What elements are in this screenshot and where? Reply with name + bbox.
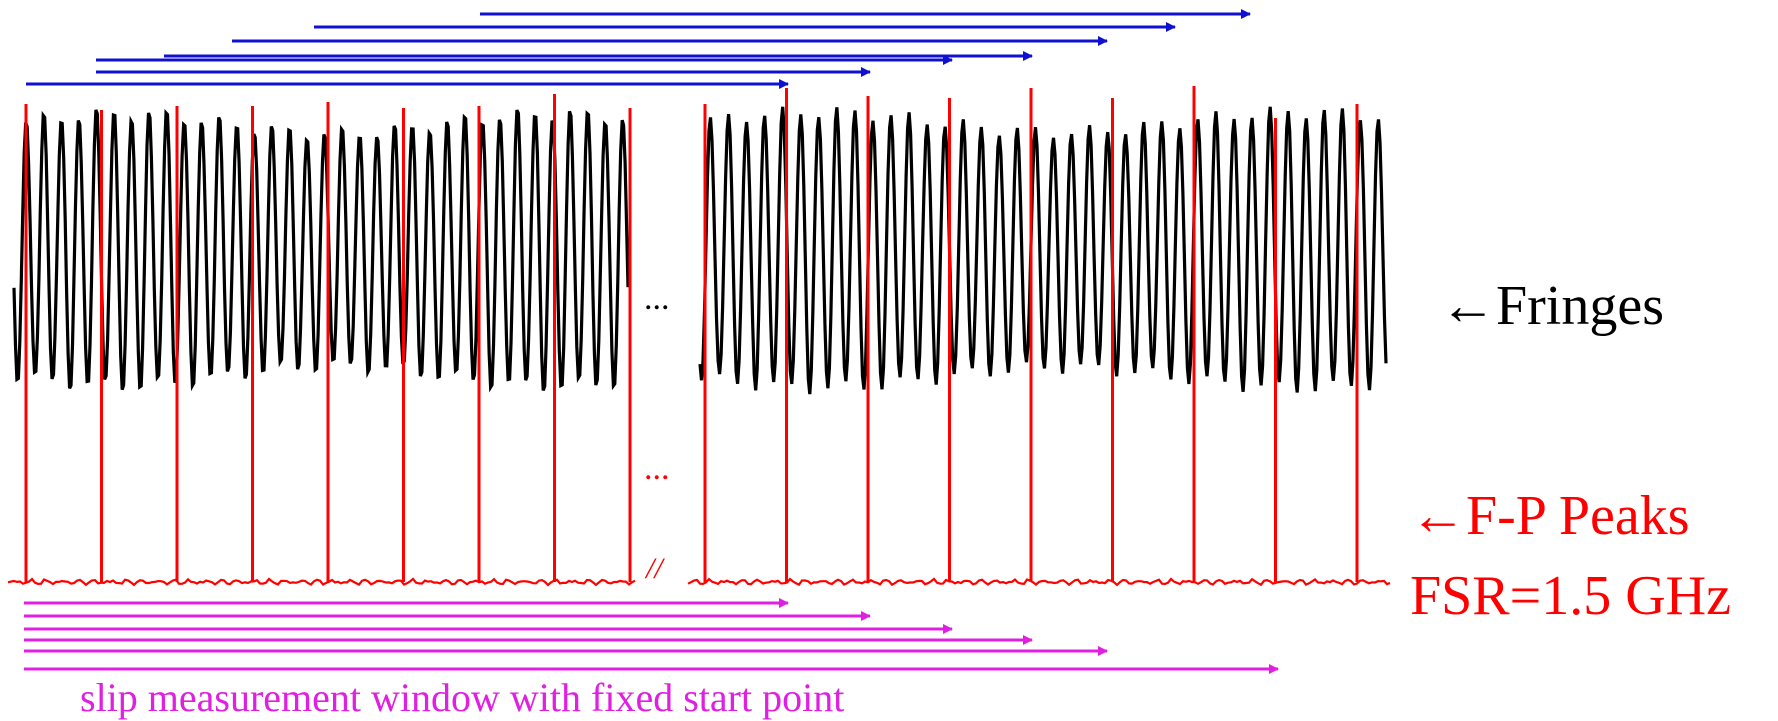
fringe-trace-right [698,106,1388,395]
fringes-label: ←Fringes [1440,275,1664,337]
slip-window-caption: slip measurement window with fixed start… [80,675,845,720]
baseline-left [7,577,636,587]
fsr-label: FSR=1.5 GHz [1410,565,1731,627]
measurement-window-arrows-bottom [24,598,1279,674]
fp-baseline [7,577,1391,587]
measurement-window-arrows-top [26,9,1251,89]
baseline-right [687,577,1391,587]
axis-break-mark: // [646,552,663,585]
peak-ellipsis: ... [644,450,670,487]
fp-peaks [24,86,1359,582]
fringe-ellipsis: ... [644,280,670,317]
fringe-signal [12,106,1388,395]
fringe-trace-left [12,109,630,393]
fp-peaks-label: ←F-P Peaks [1410,485,1690,547]
